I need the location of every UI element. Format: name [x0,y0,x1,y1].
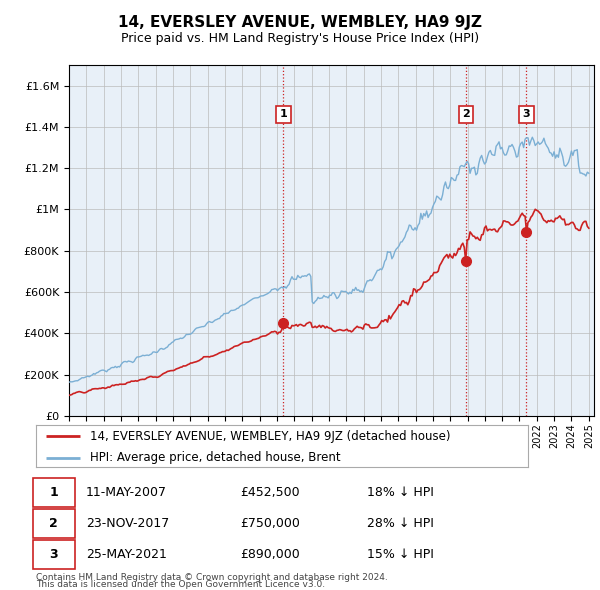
FancyBboxPatch shape [33,509,74,538]
Text: 1: 1 [280,110,287,119]
Text: 11-MAY-2007: 11-MAY-2007 [86,486,167,499]
Text: Contains HM Land Registry data © Crown copyright and database right 2024.: Contains HM Land Registry data © Crown c… [36,573,388,582]
Text: £890,000: £890,000 [240,548,300,561]
Text: £452,500: £452,500 [240,486,300,499]
Text: This data is licensed under the Open Government Licence v3.0.: This data is licensed under the Open Gov… [36,580,325,589]
Text: 28% ↓ HPI: 28% ↓ HPI [367,517,434,530]
Text: 3: 3 [49,548,58,561]
Text: 2: 2 [462,110,470,119]
Text: HPI: Average price, detached house, Brent: HPI: Average price, detached house, Bren… [90,451,341,464]
Text: 2: 2 [49,517,58,530]
FancyBboxPatch shape [33,478,74,507]
FancyBboxPatch shape [33,540,74,569]
Text: 14, EVERSLEY AVENUE, WEMBLEY, HA9 9JZ: 14, EVERSLEY AVENUE, WEMBLEY, HA9 9JZ [118,15,482,30]
Text: Price paid vs. HM Land Registry's House Price Index (HPI): Price paid vs. HM Land Registry's House … [121,32,479,45]
Text: 1: 1 [49,486,58,499]
Text: 25-MAY-2021: 25-MAY-2021 [86,548,167,561]
Text: 3: 3 [523,110,530,119]
Text: 14, EVERSLEY AVENUE, WEMBLEY, HA9 9JZ (detached house): 14, EVERSLEY AVENUE, WEMBLEY, HA9 9JZ (d… [90,430,451,442]
Text: 23-NOV-2017: 23-NOV-2017 [86,517,169,530]
Text: £750,000: £750,000 [240,517,300,530]
Text: 15% ↓ HPI: 15% ↓ HPI [367,548,434,561]
Text: 18% ↓ HPI: 18% ↓ HPI [367,486,434,499]
